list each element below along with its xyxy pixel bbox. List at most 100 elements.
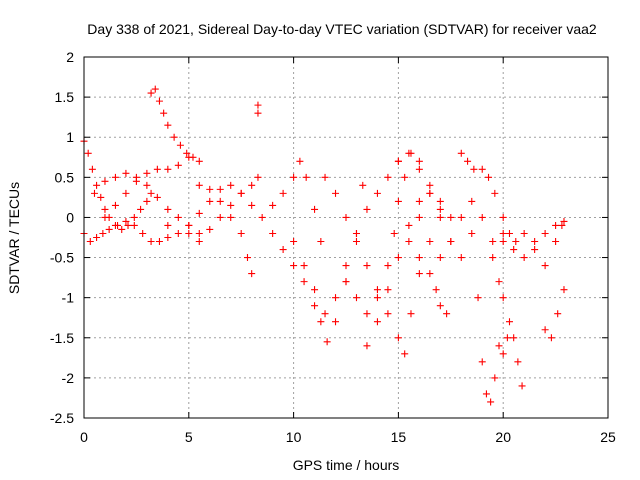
data-point <box>311 302 319 310</box>
data-point <box>342 278 350 286</box>
data-point <box>93 234 101 241</box>
data-point <box>541 229 549 237</box>
data-point <box>405 221 413 229</box>
y-tick-label: 1.5 <box>55 89 75 105</box>
data-point <box>279 246 287 254</box>
data-point <box>248 181 256 189</box>
data-point <box>373 286 381 294</box>
data-point <box>195 157 203 165</box>
y-tick-labels: -2.5 -2 -1.5 -1 -0.5 0 0.5 1 1.5 2 <box>50 49 74 426</box>
data-point <box>394 334 402 342</box>
series-track-w <box>520 221 566 270</box>
y-tick-label: -2 <box>62 370 75 386</box>
data-point <box>415 157 423 165</box>
data-point <box>269 201 277 209</box>
data-point <box>195 238 203 246</box>
data-point <box>478 165 486 173</box>
data-point <box>518 382 526 390</box>
data-point <box>352 229 360 237</box>
series-track-l <box>290 157 402 318</box>
data-point <box>394 197 402 205</box>
series-track-s <box>457 149 520 246</box>
data-point <box>170 133 178 141</box>
data-point <box>363 342 371 350</box>
series-track-c <box>90 169 203 237</box>
data-point <box>394 254 402 262</box>
x-tick-labels: 0 5 10 15 20 25 <box>80 429 616 445</box>
data-point <box>394 157 402 165</box>
data-point <box>531 246 539 254</box>
data-point <box>147 189 155 197</box>
data-point <box>332 294 340 302</box>
x-tick-label: 0 <box>80 429 88 445</box>
data-point <box>216 197 224 205</box>
y-axis-label: SDTVAR / TECUs <box>6 182 22 294</box>
data-point <box>436 205 444 213</box>
data-point <box>237 229 245 237</box>
data-point <box>101 213 109 221</box>
series-track-j <box>258 157 325 246</box>
data-point <box>505 318 513 326</box>
series-track-e <box>101 153 193 221</box>
data-point <box>258 213 266 221</box>
data-point <box>300 278 308 286</box>
data-point <box>185 229 193 237</box>
data-point <box>491 374 499 382</box>
data-point <box>499 350 507 358</box>
data-point <box>321 173 329 181</box>
data-point <box>132 177 140 185</box>
series-track-t <box>468 229 511 406</box>
series-track-i <box>254 101 262 117</box>
series-track-g <box>195 181 256 278</box>
data-point <box>176 141 184 149</box>
data-point <box>317 318 325 326</box>
series-track-r <box>415 197 507 262</box>
data-point <box>426 181 434 189</box>
data-point <box>254 101 262 109</box>
data-point <box>390 229 398 237</box>
data-point <box>499 229 507 237</box>
data-point <box>124 221 132 229</box>
data-point <box>143 169 151 177</box>
data-point <box>401 173 409 181</box>
y-tick-label: -1 <box>62 290 75 306</box>
data-point <box>118 225 126 233</box>
data-point <box>552 221 560 229</box>
data-point <box>482 390 490 398</box>
data-point <box>321 310 329 318</box>
data-point <box>243 254 251 262</box>
data-point <box>510 246 518 254</box>
data-point <box>122 217 130 225</box>
data-point <box>296 157 304 165</box>
data-point <box>384 286 392 294</box>
data-point <box>495 342 503 350</box>
data-point <box>415 165 423 173</box>
data-point <box>541 262 549 270</box>
data-point <box>183 149 191 157</box>
data-point <box>97 193 105 201</box>
data-point <box>164 205 172 213</box>
data-point <box>300 262 308 270</box>
data-point <box>426 189 434 197</box>
data-point <box>503 334 511 342</box>
data-point <box>468 229 476 237</box>
data-point <box>491 189 499 197</box>
data-point <box>206 197 214 205</box>
data-point <box>384 310 392 318</box>
data-point <box>101 205 109 213</box>
data-point <box>151 85 159 93</box>
y-tick-label: 2 <box>66 49 74 65</box>
data-point <box>185 153 193 161</box>
data-point <box>436 302 444 310</box>
data-point <box>90 189 98 197</box>
y-tick-label: 1 <box>66 129 74 145</box>
data-point <box>122 169 130 177</box>
y-tick-label: -1.5 <box>50 330 74 346</box>
data-points <box>80 85 568 406</box>
data-point <box>520 254 528 262</box>
data-point <box>363 205 371 213</box>
data-point <box>302 173 310 181</box>
data-point <box>290 173 298 181</box>
data-point <box>227 213 235 221</box>
